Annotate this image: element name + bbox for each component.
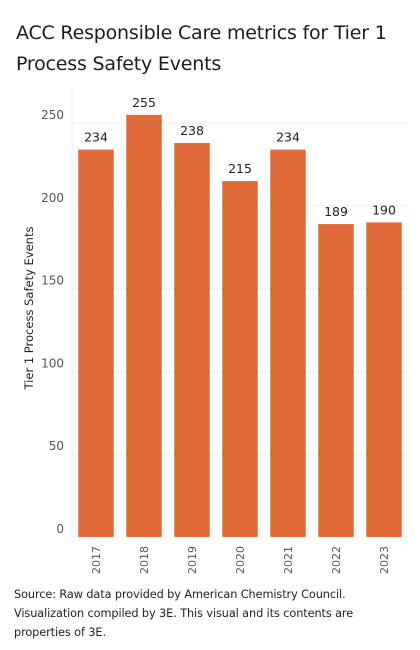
x-tick-label: 2022 [330, 546, 343, 574]
bar [222, 181, 258, 538]
bar [78, 149, 114, 537]
bars [78, 114, 402, 538]
x-tick-label: 2018 [138, 546, 151, 574]
data-label: 234 [84, 130, 108, 145]
data-label: 190 [372, 202, 396, 217]
y-tick-label: 200 [41, 191, 64, 205]
data-labels: 234 255 238 215 234 189 190 [84, 95, 396, 219]
x-tick-label: 2020 [234, 546, 247, 574]
data-label: 234 [276, 130, 300, 145]
chart-title: ACC Responsible Care metrics for Tier 1 … [16, 22, 387, 75]
y-tick-label: 100 [41, 356, 64, 370]
x-tick-label: 2017 [90, 546, 103, 574]
bar [126, 114, 162, 537]
x-tick-label: 2019 [186, 546, 199, 574]
data-label: 189 [324, 204, 348, 219]
source-note: Source: Raw data provided by American Ch… [14, 588, 354, 639]
bar [366, 222, 402, 537]
y-tick-label: 250 [41, 108, 64, 122]
y-tick-label: 150 [41, 274, 64, 288]
y-tick-label: 50 [49, 439, 64, 453]
bar [270, 149, 306, 537]
data-label: 255 [132, 95, 156, 110]
bar [174, 142, 210, 537]
x-axis: 2017 2018 2019 2020 2021 2022 2023 [90, 546, 391, 574]
x-tick-label: 2021 [282, 546, 295, 574]
bar-chart: 234 255 238 215 234 189 190 0 50 100 150 200 250 20… [22, 90, 408, 574]
bar [318, 224, 354, 537]
x-tick-label: 2023 [378, 546, 391, 574]
y-axis-label: Tier 1 Process Safety Events [22, 227, 36, 391]
data-label: 238 [180, 123, 204, 138]
y-axis: 0 50 100 150 200 250 [41, 108, 64, 536]
y-tick-label: 0 [56, 522, 64, 536]
data-label: 215 [228, 161, 252, 176]
